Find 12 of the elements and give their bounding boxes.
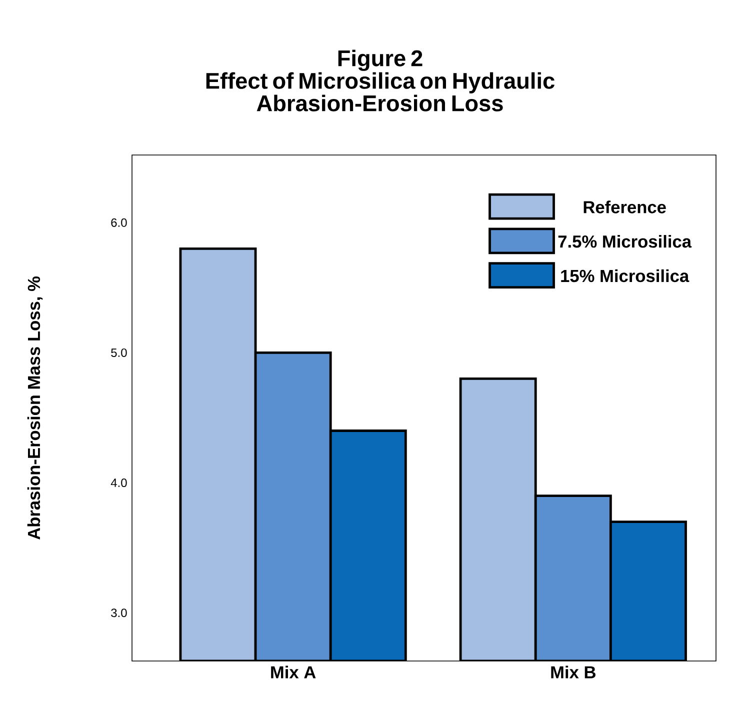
legend-label: 7.5% Microsilica (558, 234, 692, 248)
x-tick-label: Mix A (271, 666, 316, 678)
y-tick-label: 4.0 (110, 478, 127, 488)
legend-label: 15% Microsilica (561, 269, 690, 282)
y-tick-label: 3.0 (111, 608, 127, 618)
y-tick-label: 6.0 (111, 218, 127, 227)
chart-title: Figure 2 (338, 50, 422, 71)
legend-label: Reference (584, 200, 666, 214)
y-tick-label: 5.0 (111, 348, 127, 357)
x-tick-label: Mix B (551, 666, 596, 678)
chart-subtitle: Effect of Microsilica on Hydraulic Abrasion-Erosion Loss (206, 72, 554, 112)
y-axis-title: Abrasion-Erosion Mass Loss, % (27, 276, 43, 540)
